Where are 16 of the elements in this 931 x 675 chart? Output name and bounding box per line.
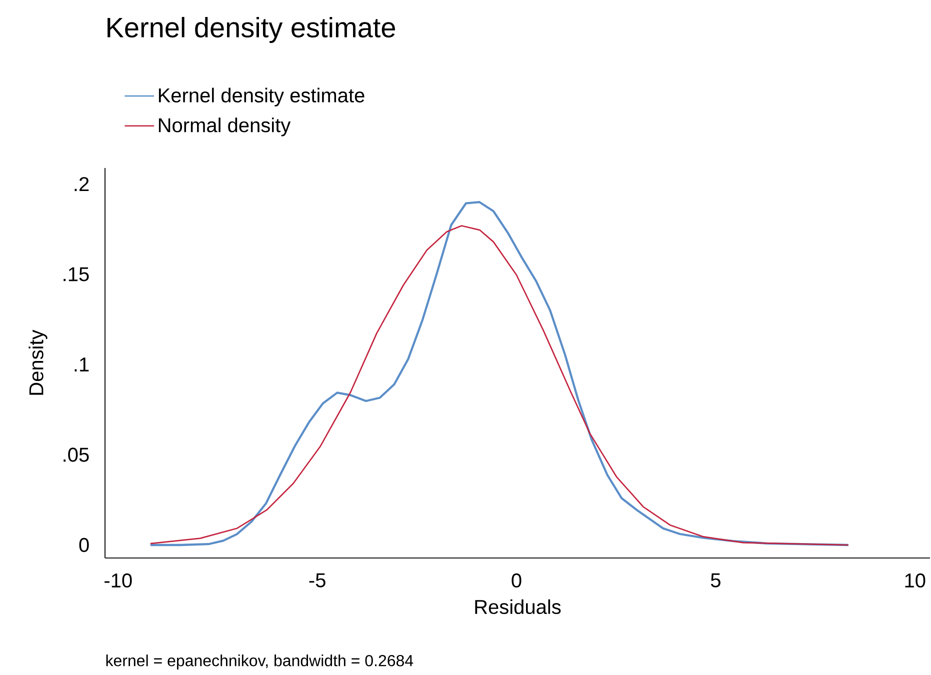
x-tick-label: -10 <box>104 573 132 588</box>
y-axis-title: Density <box>28 330 48 395</box>
x-tick-label: -5 <box>309 573 326 588</box>
legend-label: Normal density <box>158 118 291 136</box>
x-tick-label: 10 <box>905 573 926 588</box>
text: kernel = epanechnikov, bandwidth = 0.2684 <box>106 654 414 670</box>
y-tick-label: .2 <box>74 177 89 192</box>
chart-title: Kernel density estimate <box>108 16 395 44</box>
y-tick-label: .15 <box>64 267 89 282</box>
y-tick-label: .1 <box>74 358 89 372</box>
y-tick-label: .05 <box>64 448 89 462</box>
x-tick-label: 5 <box>710 573 720 588</box>
legend-label: Kernel density estimate <box>158 88 364 106</box>
x-axis-title: Residuals <box>475 599 561 614</box>
y-tick-label: 0 <box>79 538 89 552</box>
x-tick-label: 0 <box>512 573 522 588</box>
